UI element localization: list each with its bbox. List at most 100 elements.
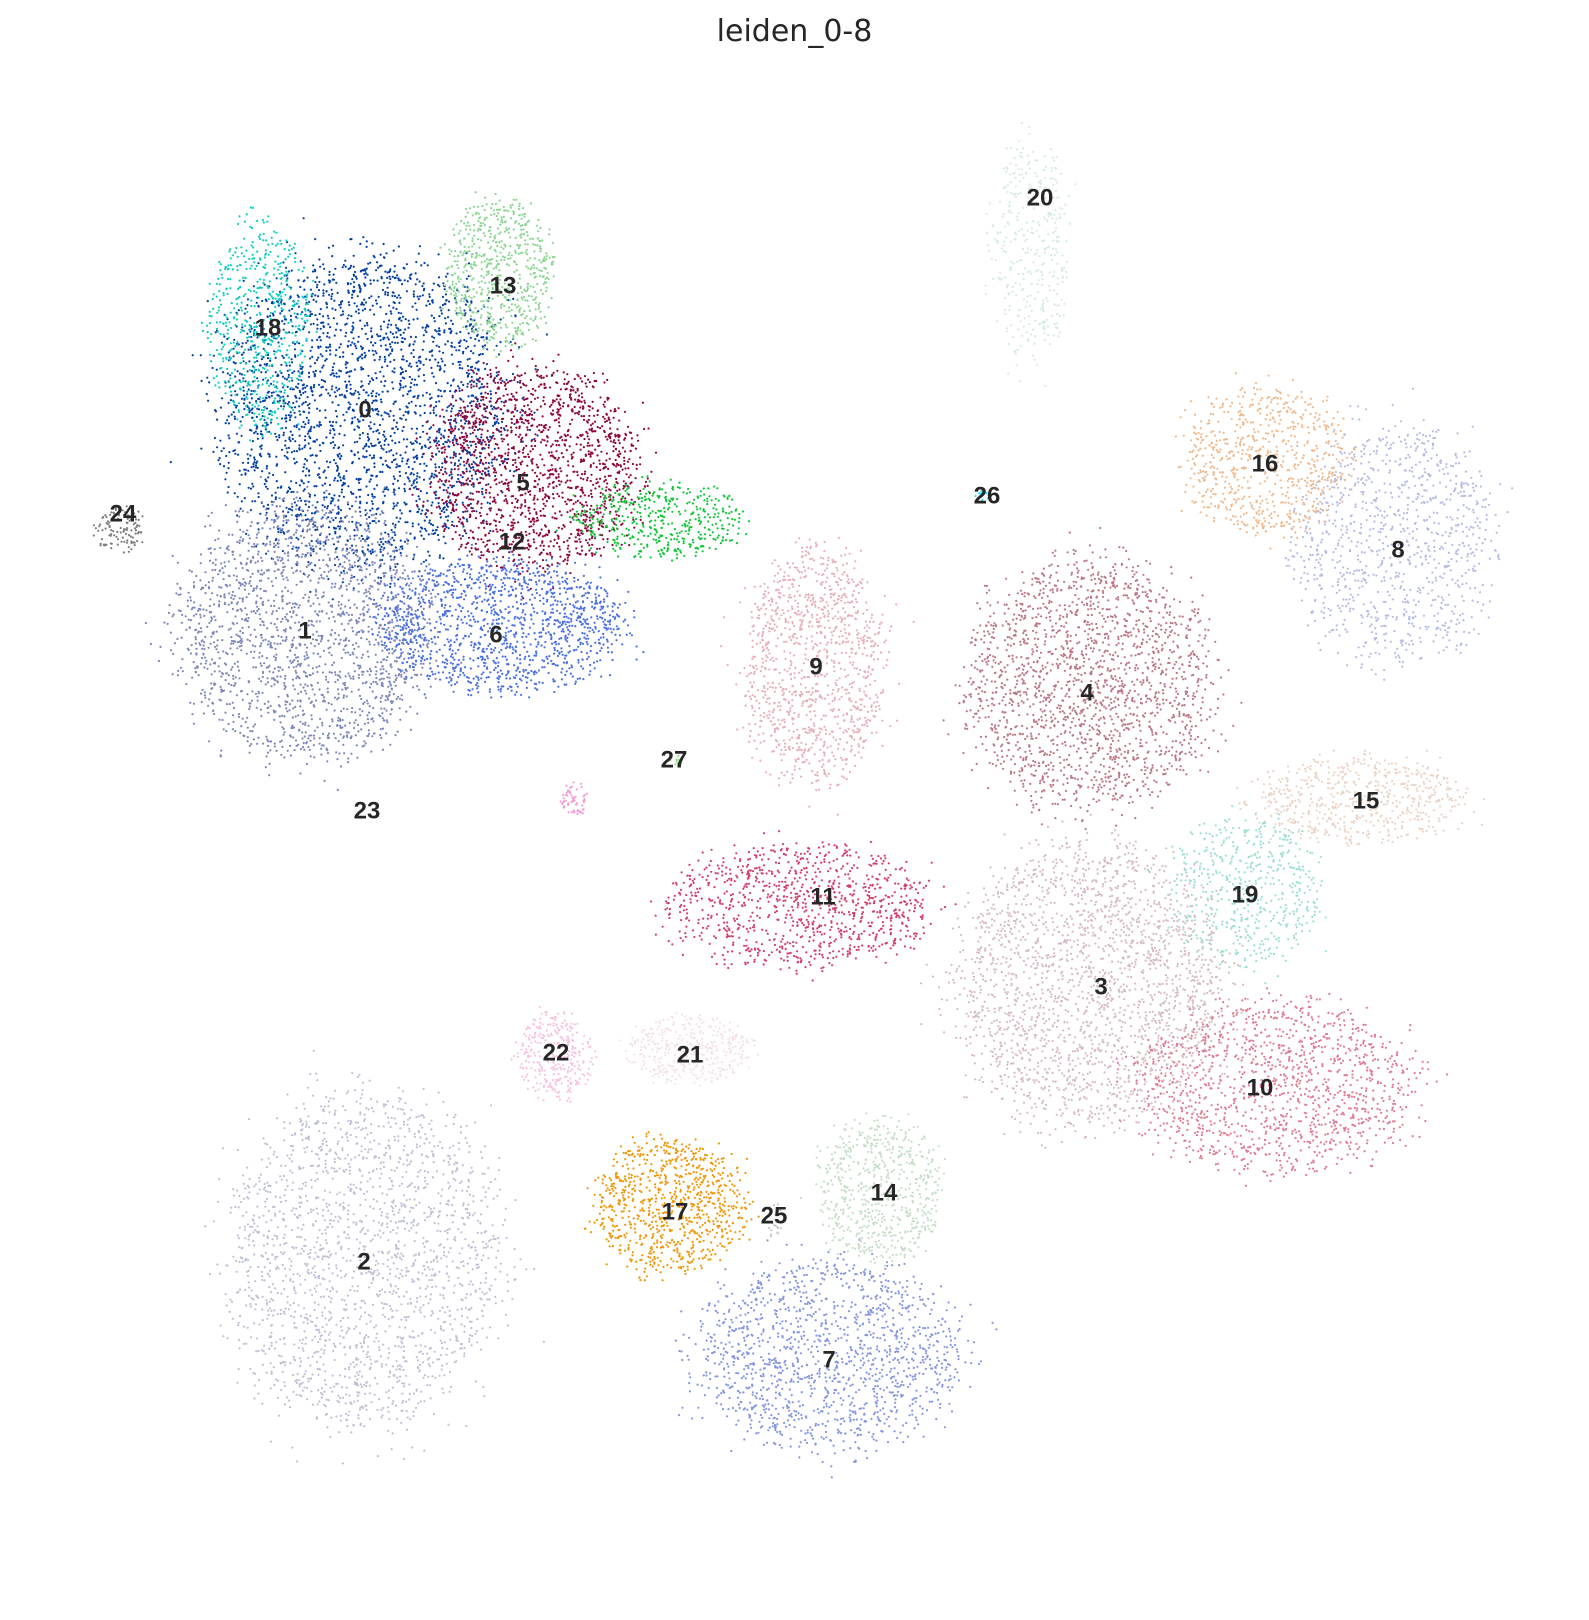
data-point (398, 317, 401, 320)
data-point (214, 558, 217, 561)
data-point (363, 613, 366, 616)
data-point (299, 580, 302, 583)
data-point (307, 309, 310, 312)
data-point (359, 1097, 362, 1100)
data-point (241, 717, 244, 720)
data-point (319, 542, 322, 545)
data-point (394, 563, 397, 566)
data-point (309, 357, 312, 360)
data-point (322, 559, 325, 562)
data-point (387, 540, 390, 543)
data-point (305, 467, 308, 470)
data-point (367, 590, 370, 593)
data-point (268, 430, 271, 433)
data-point (246, 1274, 250, 1277)
data-point (420, 512, 423, 515)
data-point (306, 551, 309, 555)
data-point (328, 281, 331, 284)
data-point (311, 1373, 314, 1376)
data-point (453, 524, 456, 528)
data-point (397, 465, 400, 468)
data-point (286, 385, 289, 388)
data-point (462, 510, 465, 514)
data-point (339, 306, 342, 309)
data-point (276, 629, 279, 632)
data-point (360, 697, 363, 701)
data-point (353, 603, 356, 606)
data-point (431, 1150, 434, 1153)
data-point (208, 740, 211, 743)
data-point (401, 371, 404, 374)
data-point (281, 527, 284, 531)
data-point (436, 364, 439, 367)
data-point (351, 520, 354, 523)
data-point (203, 656, 207, 659)
data-point (272, 1314, 275, 1317)
data-point (274, 1214, 277, 1217)
data-point (276, 1117, 279, 1120)
data-point (384, 358, 387, 361)
data-point (378, 358, 381, 361)
data-point (295, 570, 298, 573)
data-point (466, 520, 469, 523)
data-point (381, 390, 384, 393)
data-point (381, 685, 384, 688)
data-point (471, 466, 475, 469)
data-point (263, 571, 266, 575)
data-point (312, 322, 315, 325)
data-point (396, 341, 399, 344)
data-point (399, 279, 402, 282)
data-point (241, 597, 244, 600)
data-point (238, 541, 241, 545)
data-point (391, 341, 394, 344)
data-point (322, 292, 325, 295)
data-point (450, 468, 453, 471)
data-point (444, 293, 447, 296)
data-point (327, 1250, 330, 1253)
data-point (270, 391, 273, 394)
data-point (308, 500, 311, 503)
data-point (360, 636, 363, 640)
data-point (269, 382, 273, 385)
data-point (379, 734, 382, 737)
data-point (270, 1440, 273, 1443)
data-point (379, 558, 382, 561)
data-point (464, 1136, 467, 1140)
data-point (275, 594, 278, 597)
data-point (364, 575, 367, 578)
data-point (480, 383, 483, 386)
data-point (334, 671, 337, 674)
data-point (236, 647, 239, 650)
data-point (443, 606, 446, 609)
data-point (307, 371, 311, 374)
data-point (317, 581, 320, 584)
data-point (313, 693, 316, 696)
data-point (331, 255, 334, 258)
data-point (265, 552, 268, 555)
data-point (350, 492, 354, 495)
data-point (258, 613, 261, 616)
data-point (397, 1277, 401, 1280)
data-point (420, 264, 423, 267)
data-point (211, 579, 214, 582)
data-point (373, 643, 376, 646)
data-point (427, 550, 430, 553)
data-point (301, 519, 304, 522)
data-point (235, 602, 238, 605)
data-point (256, 695, 259, 698)
data-point (431, 288, 434, 292)
data-point (301, 709, 304, 712)
data-point (423, 462, 426, 465)
data-point (359, 539, 362, 543)
data-point (327, 601, 330, 604)
data-point (312, 264, 315, 267)
data-point (335, 348, 338, 352)
data-point (304, 514, 307, 517)
data-point (273, 711, 276, 714)
data-point (342, 694, 345, 697)
data-point (344, 396, 347, 399)
data-point (359, 510, 362, 513)
data-point (202, 644, 205, 647)
data-point (294, 739, 298, 742)
data-point (452, 451, 456, 454)
